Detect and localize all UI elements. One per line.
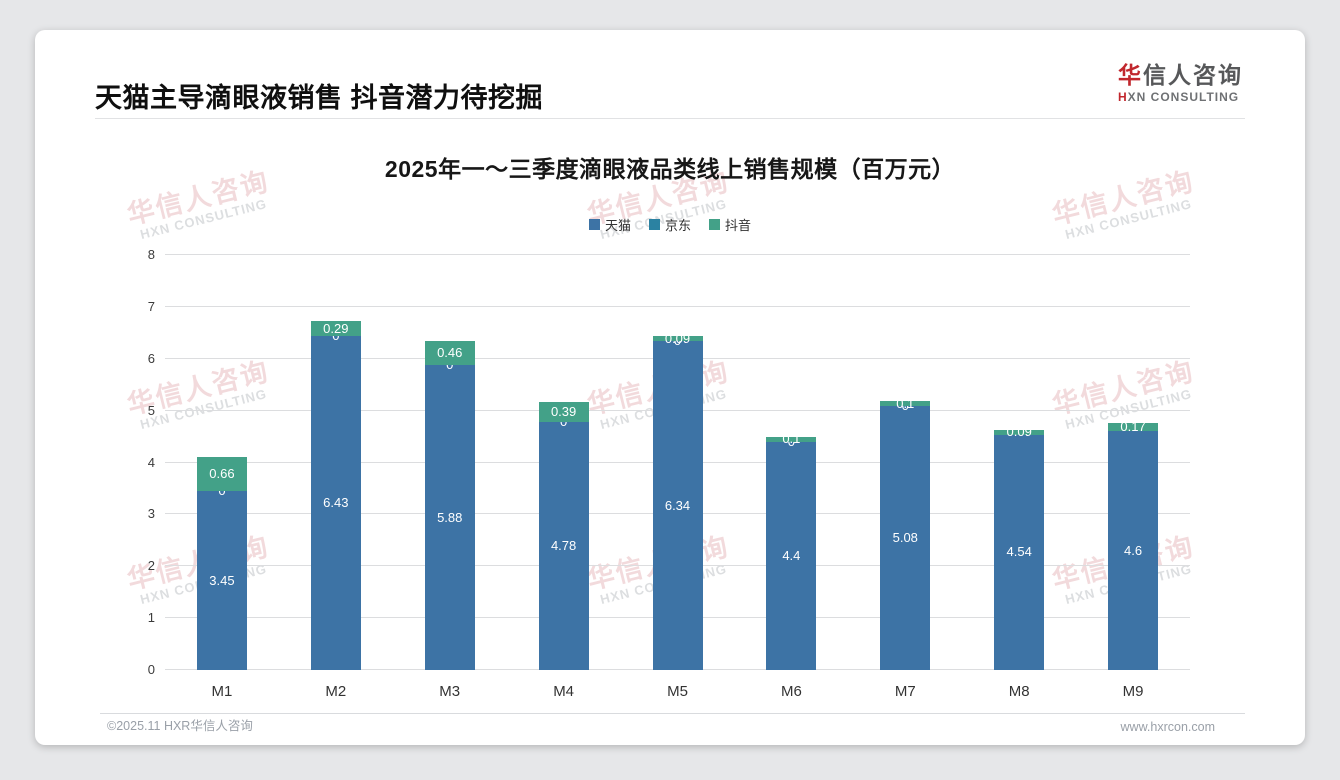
- bar-m2-douyin-label: 0.29: [323, 320, 349, 336]
- legend-swatch-jd: [648, 219, 660, 230]
- logo-en-rest: XN CONSULTING: [1127, 90, 1240, 104]
- bar-m9-tmall-segment: [1108, 431, 1159, 670]
- logo-en-first-char: H: [1118, 90, 1128, 104]
- page-title: 天猫主导滴眼液销售 抖音潜力待挖掘: [95, 83, 544, 113]
- legend-label-tmall: 天猫: [604, 218, 631, 233]
- slide-card: 华信人咨询 HXN CONSULTING 华信人咨询 HXN CONSULTING 华信…: [35, 30, 1305, 745]
- bar-m9-tmall-label: 4.6: [1124, 542, 1143, 558]
- bar-m8-tmall-segment: [994, 434, 1045, 670]
- xtick-label-m4: M4: [553, 683, 575, 700]
- bar-m8-tmall-label: 4.54: [1006, 544, 1032, 560]
- footer-divider: [100, 713, 1245, 714]
- bar-m2-tmall-label: 6.43: [323, 495, 349, 511]
- legend-item-jd: 京东: [648, 215, 691, 234]
- xtick-label-m2: M2: [325, 683, 347, 700]
- bar-m1-tmall-segment: [196, 491, 247, 670]
- legend-label-douyin: 抖音: [725, 218, 752, 233]
- bar-m1-douyin-segment: [196, 456, 247, 492]
- legend-swatch-douyin: [709, 219, 720, 230]
- bar-m6-tmall-label: 4.4: [782, 547, 801, 563]
- bar-m1-tmall-label: 3.45: [209, 572, 235, 588]
- ytick-label-6: 6: [147, 350, 155, 366]
- legend-swatch-tmall: [588, 219, 600, 230]
- bar-m2-douyin-segment: [310, 321, 361, 337]
- xtick-label-m9: M9: [1122, 683, 1144, 700]
- logo-cn-rest: 信人咨询: [1143, 62, 1243, 88]
- company-logo: 华信人咨询 HXN CONSULTING: [1118, 64, 1243, 104]
- bar-m3-tmall-label: 5.88: [437, 509, 463, 525]
- logo-cn-text: 华信人咨询: [1118, 64, 1243, 87]
- bar-m1-douyin-label: 0.66: [209, 465, 235, 481]
- bar-m5-tmall-segment: [652, 341, 703, 670]
- legend-item-tmall: 天猫: [588, 215, 631, 234]
- chart-title: 2025年一～三季度滴眼液品类线上销售规模（百万元）: [384, 156, 956, 182]
- footer-website: www.hxrcon.com: [1120, 720, 1215, 734]
- legend-label-jd: 京东: [664, 218, 691, 233]
- ytick-label-4: 4: [147, 454, 155, 470]
- footer-copyright: ©2025.11 HXR华信人咨询: [107, 719, 253, 733]
- ytick-label-7: 7: [147, 298, 155, 314]
- ytick-label-0: 0: [147, 662, 155, 677]
- legend-item-douyin: 抖音: [709, 215, 751, 234]
- ytick-label-8: 8: [147, 247, 155, 262]
- bar-m2-tmall-segment: [310, 336, 361, 670]
- ytick-label-2: 2: [147, 558, 155, 574]
- bar-m5-douyin-label: 0.09: [664, 330, 691, 346]
- ytick-label-5: 5: [147, 402, 155, 418]
- bar-m7-tmall-segment: [880, 406, 931, 670]
- logo-en-text: HXN CONSULTING: [1118, 91, 1243, 103]
- bar-m8-douyin-label: 0.09: [1006, 424, 1032, 440]
- bar-m4-tmall-label: 4.78: [550, 538, 577, 554]
- bar-m3-tmall-segment: [424, 364, 475, 670]
- bar-m7-douyin-label: 0.1: [896, 395, 915, 411]
- bar-m3-douyin-label: 0.46: [437, 345, 463, 361]
- bar-m7-douyin-segment: [880, 401, 931, 407]
- xtick-label-m8: M8: [1008, 683, 1030, 700]
- gridline-y7: [165, 305, 1190, 307]
- bar-m8-douyin-segment: [994, 429, 1045, 435]
- logo-cn-first-char: 华: [1118, 62, 1143, 88]
- bar-m6-tmall-segment: [766, 441, 817, 670]
- xtick-label-m7: M7: [894, 683, 916, 700]
- bar-m4-douyin-label: 0.39: [550, 403, 577, 419]
- bar-m6-douyin-segment: [766, 436, 817, 442]
- header-divider: [95, 118, 1245, 119]
- chart-legend: 天猫 京东 抖音: [35, 215, 1305, 234]
- xtick-label-m1: M1: [211, 683, 233, 700]
- plot-area: 012345678M13.4500.66M26.4300.29M35.8800.…: [148, 247, 1190, 700]
- gridline-y8: [165, 254, 1190, 255]
- xtick-label-m5: M5: [667, 683, 688, 700]
- ytick-label-3: 3: [147, 506, 155, 522]
- bar-m9-douyin-segment: [1108, 422, 1159, 432]
- bar-m4-douyin-segment: [538, 401, 589, 423]
- bar-m3-douyin-segment: [424, 341, 475, 365]
- bar-m5-tmall-label: 6.34: [664, 497, 691, 513]
- ytick-label-1: 1: [147, 610, 155, 626]
- xtick-label-m3: M3: [439, 683, 461, 700]
- bar-m4-tmall-segment: [538, 422, 589, 670]
- xtick-label-m6: M6: [780, 683, 802, 700]
- bar-m5-douyin-segment: [652, 336, 703, 342]
- bar-m6-douyin-label: 0.1: [782, 431, 801, 447]
- bar-m7-tmall-label: 5.08: [892, 530, 918, 546]
- bar-m9-douyin-label: 0.17: [1120, 418, 1146, 434]
